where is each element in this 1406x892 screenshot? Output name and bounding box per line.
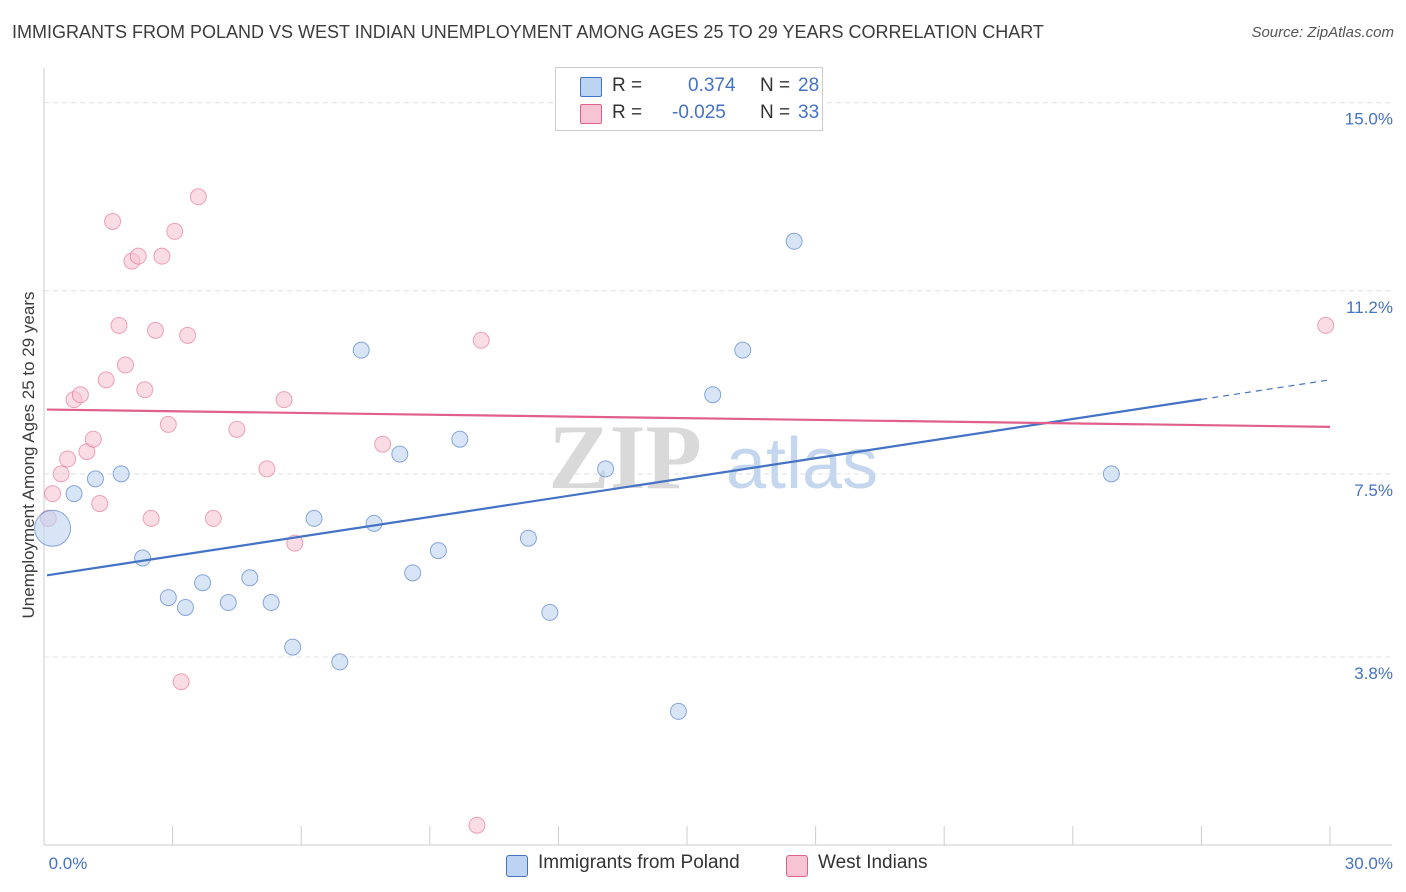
poland-point xyxy=(669,702,687,720)
poland-point xyxy=(112,465,130,483)
axes xyxy=(43,68,1392,846)
r-label: R = xyxy=(612,75,643,96)
legend-label-poland: Immigrants from Poland xyxy=(538,852,740,873)
west-indians-point xyxy=(110,316,128,334)
poland-point xyxy=(391,445,409,463)
west-indians-points xyxy=(39,188,1335,834)
y-tick-label: 11.2% xyxy=(1346,298,1393,317)
r-value: -0.025 xyxy=(672,102,726,123)
poland-point xyxy=(352,341,370,359)
poland-point xyxy=(262,594,280,612)
west-indians-point xyxy=(153,247,171,265)
poland-point xyxy=(1102,465,1120,483)
west-indians-point xyxy=(71,386,89,404)
poland-point xyxy=(331,653,349,671)
west-indians-point xyxy=(172,673,190,691)
poland-trend-extension xyxy=(1201,379,1331,400)
west-indians-point xyxy=(136,381,154,399)
west-indians-point xyxy=(472,331,490,349)
watermark: ZIP atlas xyxy=(548,406,878,508)
west-indians-point xyxy=(52,465,70,483)
poland-point xyxy=(159,589,177,607)
source-label: Source: ZipAtlas.com xyxy=(1251,24,1394,41)
west-indians-point xyxy=(159,415,177,433)
n-label: N = xyxy=(760,102,791,123)
west-indians-point xyxy=(1317,316,1335,334)
poland-point xyxy=(597,460,615,478)
poland-point xyxy=(219,594,237,612)
west-indians-point xyxy=(275,391,293,409)
west-indians-swatch xyxy=(580,104,602,124)
poland-swatch xyxy=(580,77,602,97)
poland-point xyxy=(134,549,152,567)
n-value: 28 xyxy=(798,75,820,96)
west-indians-point xyxy=(142,509,160,527)
west-indians-point xyxy=(84,430,102,448)
legend-label-west-indians: West Indians xyxy=(818,852,928,873)
poland-point xyxy=(734,341,752,359)
west-indians-point xyxy=(468,816,486,834)
west-indians-point xyxy=(204,509,222,527)
poland-point xyxy=(704,386,722,404)
watermark-atlas: atlas xyxy=(726,424,878,504)
r-label: R = xyxy=(612,102,643,123)
poland-point xyxy=(34,509,72,547)
poland-point xyxy=(451,430,469,448)
poland-point xyxy=(86,470,104,488)
west-indians-point xyxy=(179,326,197,344)
correlation-legend: R = 0.374 N = 28 R = -0.025 N = 33 xyxy=(555,67,823,131)
series-legend: Immigrants from Poland West Indians xyxy=(0,850,1406,878)
y-tick-label: 15.0% xyxy=(1345,110,1393,129)
x-tick-label: 30.0% xyxy=(1345,854,1393,873)
poland-point xyxy=(519,529,537,547)
poland-point xyxy=(305,509,323,527)
watermark-zip: ZIP xyxy=(548,406,701,508)
trend-lines xyxy=(46,379,1331,577)
west-indians-point xyxy=(258,460,276,478)
chart-title: IMMIGRANTS FROM POLAND VS WEST INDIAN UN… xyxy=(12,22,1044,42)
west-indians-point xyxy=(166,222,184,240)
poland-point xyxy=(404,564,422,582)
tick-labels: 3.8% 7.5% 11.2% 15.0% 0.0% 30.0% xyxy=(49,110,1393,873)
poland-point xyxy=(429,542,447,560)
n-label: N = xyxy=(760,75,791,96)
poland-point xyxy=(176,598,194,616)
poland-point xyxy=(284,638,302,656)
y-tick-label: 3.8% xyxy=(1354,664,1393,683)
y-tick-label: 7.5% xyxy=(1354,481,1393,500)
west-indians-point xyxy=(189,188,207,206)
west-indians-point xyxy=(59,450,77,468)
poland-point xyxy=(785,232,803,250)
west-indians-point xyxy=(374,435,392,453)
west-indians-point xyxy=(116,356,134,374)
poland-point xyxy=(541,603,559,621)
poland-point xyxy=(241,569,259,587)
poland-point xyxy=(194,574,212,592)
west-indians-point xyxy=(129,247,147,265)
n-value: 33 xyxy=(798,102,820,123)
x-tick-label: 0.0% xyxy=(49,854,88,873)
r-value: 0.374 xyxy=(688,75,736,96)
west-indians-trend-line xyxy=(46,408,1331,428)
west-indians-swatch xyxy=(786,855,808,877)
west-indians-point xyxy=(228,420,246,438)
poland-point xyxy=(65,485,83,503)
west-indians-point xyxy=(44,485,62,503)
poland-trend-line xyxy=(46,398,1202,577)
west-indians-point xyxy=(91,495,109,513)
poland-swatch xyxy=(506,855,528,877)
west-indians-point xyxy=(97,371,115,389)
west-indians-point xyxy=(146,321,164,339)
poland-point xyxy=(365,514,383,532)
west-indians-point xyxy=(104,213,122,231)
